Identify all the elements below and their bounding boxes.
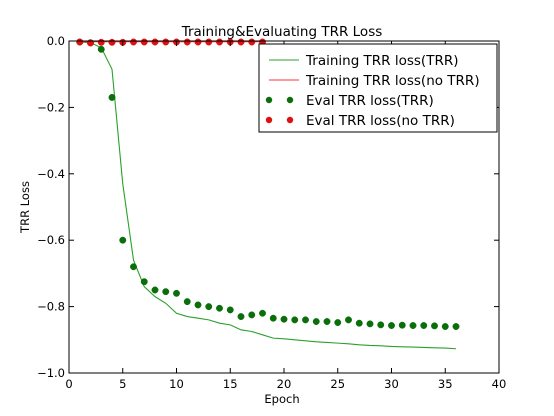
series-point-2-2	[97, 45, 105, 53]
series-point-2-9	[173, 289, 180, 297]
x-tick-label: 40	[492, 377, 507, 391]
series-point-2-16	[248, 311, 256, 319]
series-point-2-11	[194, 301, 202, 309]
legend-label-0: Training TRR loss(TRR)	[305, 53, 458, 69]
x-tick-label: 30	[384, 377, 399, 391]
legend-label-2: Eval TRR loss(TRR)	[306, 93, 434, 109]
series-point-2-29	[388, 322, 395, 329]
series-point-2-22	[312, 318, 320, 325]
series-point-2-20	[291, 316, 299, 324]
y-tick-label: −1.0	[37, 366, 65, 380]
series-point-2-13	[216, 304, 223, 312]
series-point-2-28	[377, 321, 385, 329]
series-point-2-27	[366, 320, 374, 328]
series-point-3-5	[130, 38, 137, 46]
series-point-3-12	[205, 38, 213, 46]
series-point-2-24	[334, 319, 342, 326]
y-tick-label: 0.0	[47, 34, 65, 48]
series-point-3-0	[76, 38, 84, 46]
series-point-3-15	[237, 38, 245, 46]
series-point-2-6	[140, 278, 148, 286]
chart-title: Training&Evaluating TRR Loss	[181, 24, 383, 40]
series-point-3-3	[108, 38, 116, 46]
series-point-2-33	[431, 322, 438, 330]
x-tick-label: 15	[223, 377, 238, 391]
series-point-2-4	[119, 236, 127, 244]
series-point-2-19	[280, 315, 288, 323]
series-point-2-17	[259, 309, 266, 317]
series-point-2-18	[269, 314, 277, 322]
y-tick-label: −0.8	[37, 300, 65, 314]
series-point-2-8	[162, 288, 170, 296]
series-point-2-26	[355, 319, 363, 327]
series-point-3-16	[248, 38, 256, 46]
legend-box	[258, 43, 498, 133]
x-tick-label: 25	[330, 377, 345, 391]
series-point-2-15	[237, 313, 245, 321]
series-point-3-11	[194, 38, 202, 46]
y-tick-label: −0.4	[37, 167, 65, 181]
series-point-3-10	[183, 38, 191, 46]
legend-marker-b-2	[286, 96, 294, 104]
series-point-2-34	[441, 323, 449, 330]
series-point-2-21	[302, 316, 309, 324]
x-tick-label: 20	[277, 377, 292, 391]
x-tick-label: 5	[119, 377, 126, 391]
series-point-2-12	[205, 303, 213, 311]
legend-marker-a-3	[265, 116, 273, 124]
series-point-2-25	[345, 316, 352, 324]
x-tick-label: 10	[169, 377, 184, 391]
series-point-2-30	[398, 321, 406, 329]
series-point-2-14	[226, 306, 234, 314]
legend-label-1: Training TRR loss(no TRR)	[305, 73, 480, 89]
series-point-3-8	[162, 38, 170, 46]
series-point-2-7	[151, 286, 159, 294]
x-tick-label: 35	[438, 377, 453, 391]
series-point-3-13	[216, 38, 223, 46]
series-point-3-7	[151, 38, 159, 46]
series-point-2-10	[183, 298, 191, 306]
x-axis-label: Epoch	[264, 392, 299, 406]
series-point-2-5	[130, 263, 137, 271]
series-point-2-23	[323, 318, 331, 325]
legend-label-3: Eval TRR loss(no TRR)	[306, 113, 455, 129]
series-point-2-3	[108, 93, 116, 101]
legend-marker-b-3	[286, 116, 294, 124]
x-tick-label: 0	[65, 377, 72, 391]
y-axis-label: TRR Loss	[18, 181, 32, 234]
y-tick-label: −0.6	[37, 233, 65, 247]
series-point-3-2	[97, 38, 105, 46]
series-point-2-35	[452, 323, 460, 330]
series-point-3-6	[140, 38, 148, 46]
series-point-2-31	[409, 322, 417, 329]
series-point-2-32	[420, 322, 428, 329]
y-tick-label: −0.2	[37, 100, 65, 114]
legend-marker-a-2	[265, 96, 273, 104]
